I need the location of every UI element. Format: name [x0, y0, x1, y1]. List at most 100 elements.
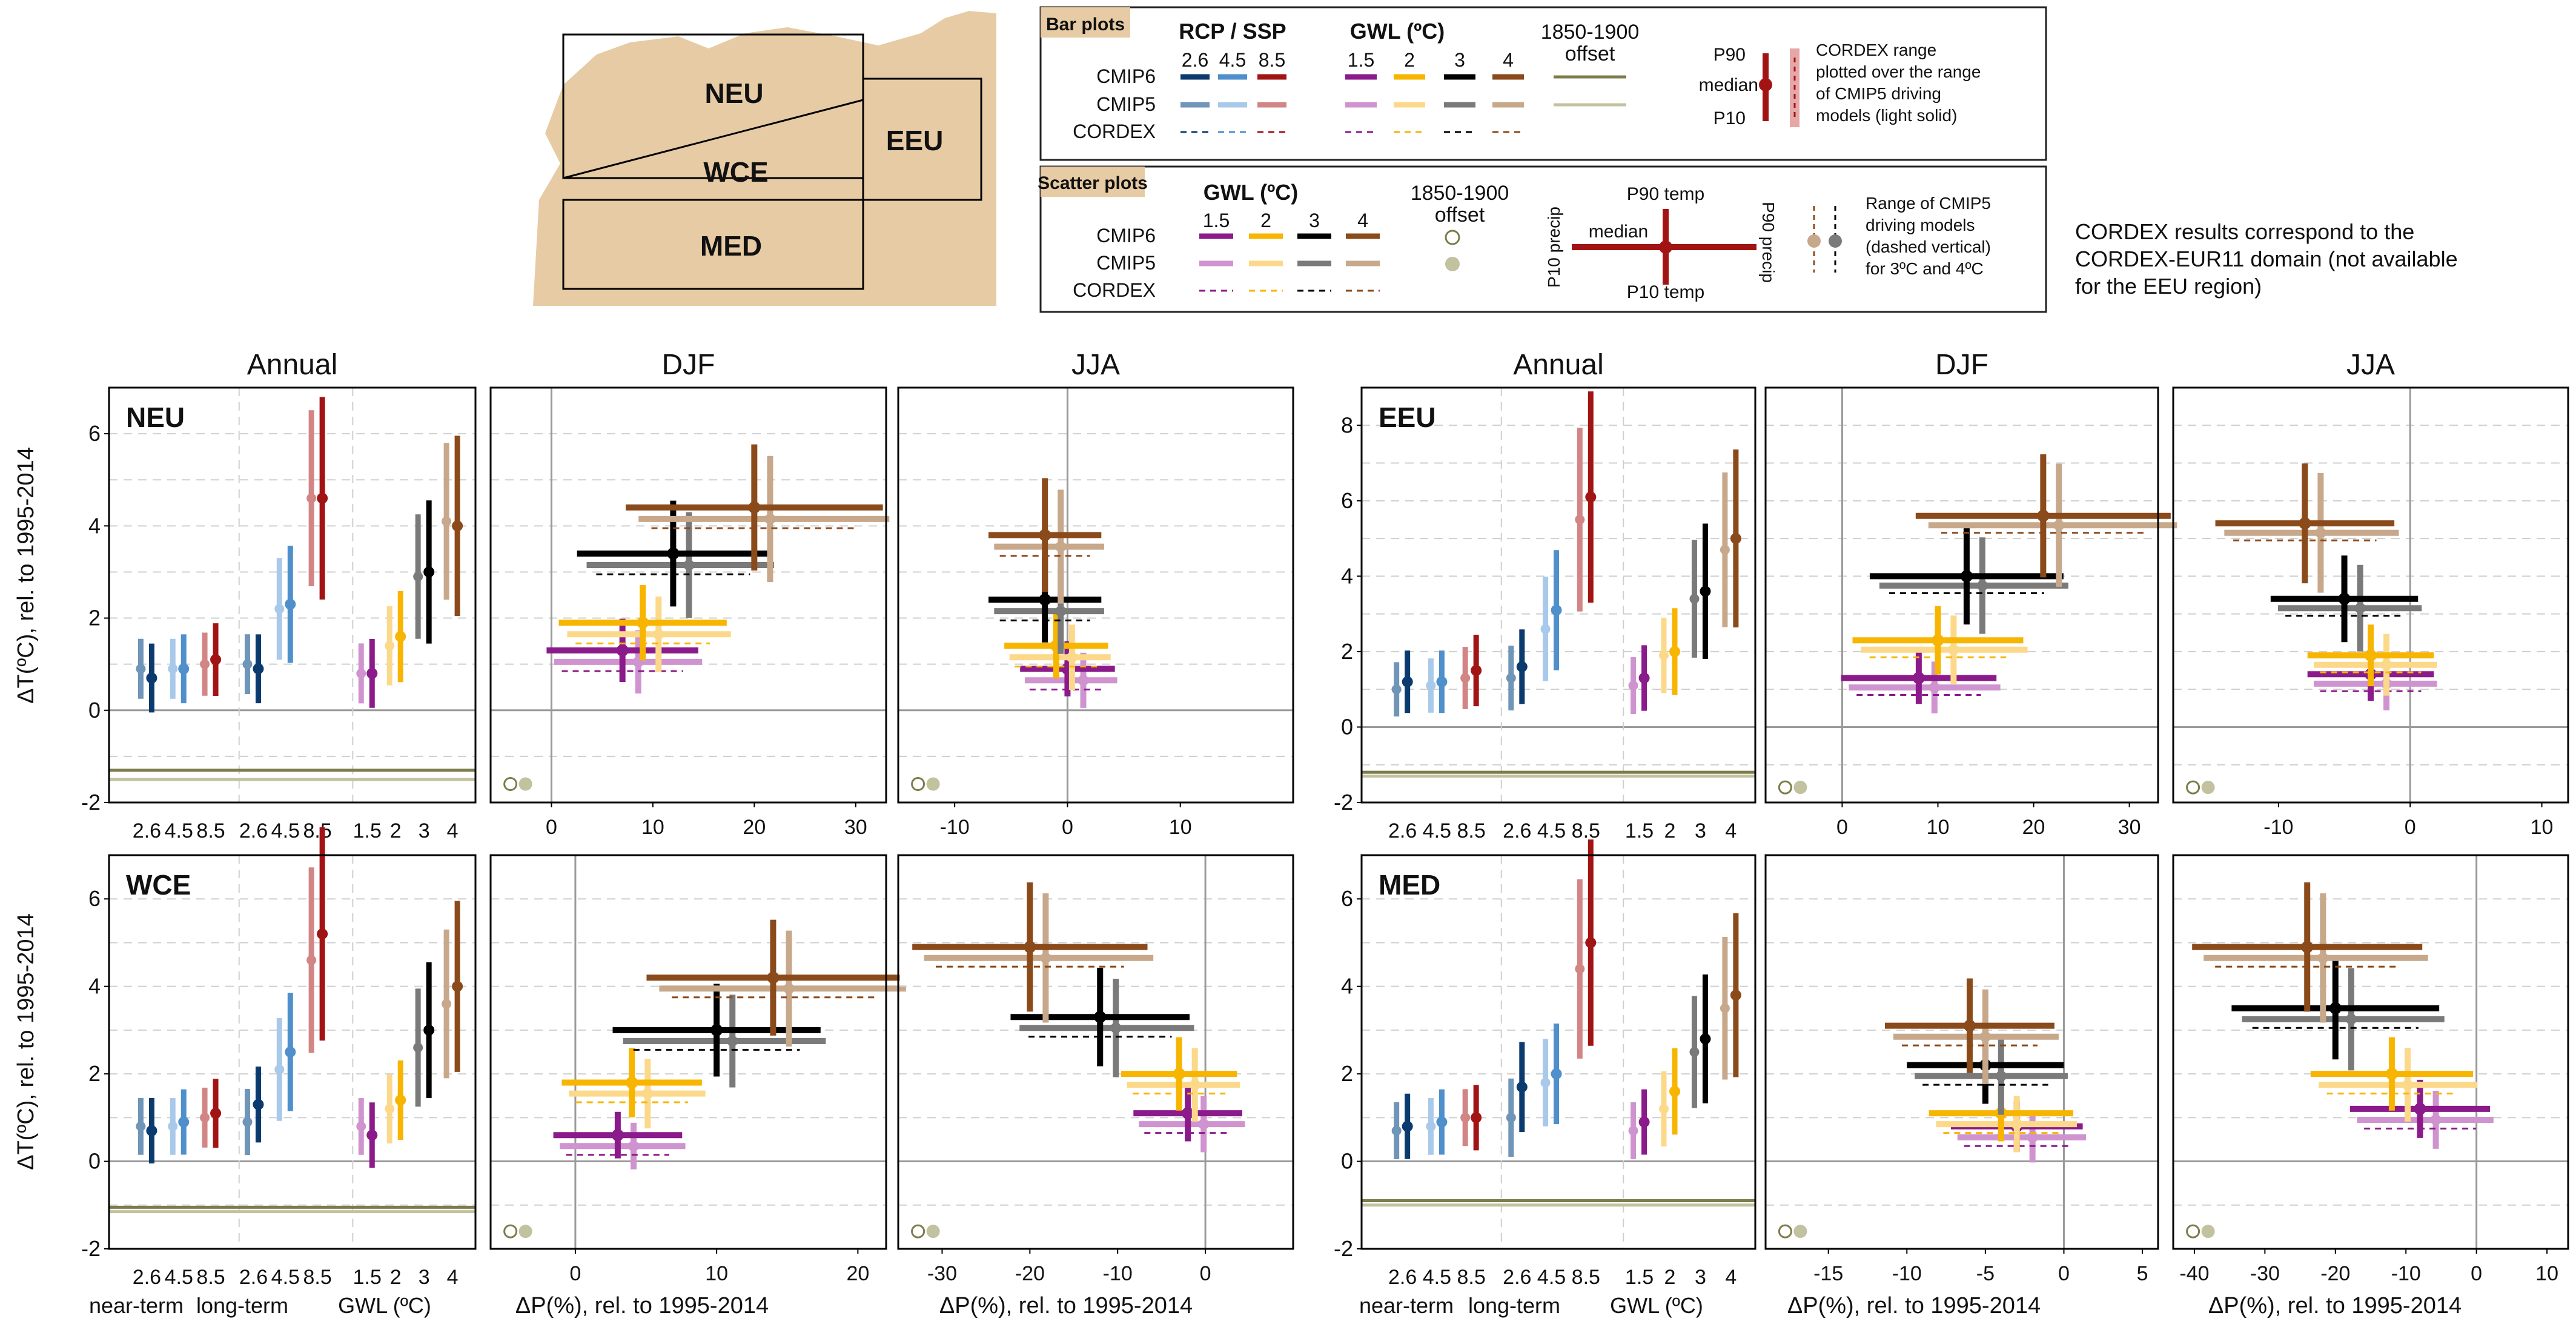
scatter-legend-frame	[1039, 165, 2047, 313]
median-cmip5	[1506, 673, 1516, 683]
scatter-legend-title: Scatter plots	[1038, 173, 1148, 193]
x-tick-label: 8.5	[1457, 1266, 1486, 1289]
median-cmip6	[1585, 491, 1597, 503]
cmip6-median	[2414, 1102, 2426, 1115]
cmip6-median	[2385, 1068, 2398, 1080]
x-tick-label: 10	[2531, 816, 2554, 839]
scatter-legend-note-2: driving models	[1866, 216, 1975, 234]
x-tick-label: -10	[2263, 816, 2293, 839]
median-cmip6	[1551, 1068, 1562, 1080]
region-label-neu: NEU	[704, 78, 763, 109]
y-tick-label: -2	[1334, 790, 1353, 815]
cmip5-median	[2011, 1119, 2022, 1130]
region-label: NEU	[126, 402, 185, 433]
cmip5-median	[1078, 675, 1089, 686]
x-tick-label: 2.6	[133, 819, 161, 842]
scatter-legend-p10temp: P10 temp	[1627, 282, 1704, 302]
xlabel-near-term-right: near-term	[1359, 1293, 1454, 1318]
cmip5-median	[683, 560, 695, 571]
x-tick-label: 4	[1725, 1266, 1737, 1289]
bar-legend-row-cordex: CORDEX	[1073, 121, 1156, 142]
scatter-legend-gwl-header: GWL (ºC)	[1204, 180, 1298, 205]
x-tick-label: -40	[2179, 1262, 2209, 1285]
cmip6-median	[1912, 672, 1925, 684]
scatter-legend-gwl-15: 1.5	[1203, 210, 1230, 231]
xlabel-precip-4: ΔP(%), rel. to 1995-2014	[2208, 1293, 2462, 1318]
bar-legend-gwl-4: 4	[1503, 49, 1514, 71]
cmip5-median	[2402, 1079, 2414, 1091]
y-axis-label-row2: ΔT(ºC), rel. to 1995-2014	[13, 913, 39, 1170]
column-title-4: DJF	[1935, 349, 1988, 381]
cmip5-median	[1055, 541, 1067, 552]
x-tick-label: 2.6	[239, 819, 268, 842]
bar-legend-gwl-2: 2	[1404, 49, 1415, 71]
cmip5-median	[2027, 1131, 2038, 1143]
cmip6-median	[611, 1129, 624, 1142]
cmip5-median	[764, 513, 776, 524]
panel-med-jja: -40 -30 -20 -10 0 10	[2172, 854, 2569, 1285]
x-tick-label: 2	[390, 819, 402, 842]
x-tick-label: 5	[2137, 1262, 2148, 1285]
scatter-legend-title-bg	[1041, 167, 1145, 197]
median-cmip6	[423, 566, 435, 578]
x-tick-label: 4	[1725, 819, 1737, 842]
median-cmip6	[395, 631, 406, 642]
bar-legend-row-cmip5: CMIP5	[1096, 93, 1156, 115]
y-tick-label: -2	[81, 1236, 101, 1261]
median-cmip5	[1628, 1126, 1638, 1136]
scatter-legend-p90temp: P90 temp	[1627, 184, 1704, 204]
cmip5-median	[2345, 1013, 2357, 1025]
median-cmip5	[442, 516, 452, 526]
x-tick-label: 2	[1664, 1266, 1676, 1289]
panel-frame	[1764, 386, 2159, 804]
column-title-1: DJF	[662, 349, 715, 381]
y-tick-label: 4	[88, 974, 101, 999]
offset-cmip6-dot	[503, 777, 518, 792]
cmip5-median	[2430, 1114, 2442, 1125]
panel-frame	[1360, 854, 1757, 1250]
scatter-legend-p90precip: P90 precip	[1759, 202, 1778, 283]
cmip5-median	[2315, 527, 2326, 538]
cmip5-median	[1198, 1119, 1210, 1130]
median-cmip5	[200, 659, 210, 669]
cmip6-median	[1932, 634, 1944, 647]
y-tick-label: 0	[1341, 1149, 1353, 1174]
x-tick-label: -10	[1892, 1262, 1922, 1285]
x-tick-label: 0	[2405, 816, 2416, 839]
bar-legend-p10: P10	[1713, 108, 1746, 128]
x-tick-label: 2	[1664, 819, 1676, 842]
x-tick-label: -10	[940, 816, 970, 839]
x-tick-label: 4.5	[165, 1266, 193, 1289]
x-tick-label: 8.5	[1457, 819, 1486, 842]
scatter-legend-offset-cmip6	[1445, 230, 1460, 245]
bar-legend-title-bg	[1041, 7, 1130, 38]
scatter-legend-offset-cmip5	[1445, 257, 1460, 271]
region-label-wce: WCE	[703, 156, 768, 188]
offset-cmip5-dot	[1793, 781, 1807, 795]
y-tick-label: 2	[1341, 1061, 1353, 1086]
x-tick-label: 0	[1836, 816, 1848, 839]
y-tick-label: 2	[1341, 639, 1353, 664]
cmip6-median	[2299, 517, 2311, 530]
cmip5-median	[1976, 580, 1988, 591]
x-tick-label: 2.6	[1503, 819, 1531, 842]
scatter-plots-legend: Scatter plots GWL (ºC) 1850-1900 offset …	[1038, 165, 2047, 313]
x-tick-label: 4.5	[1423, 819, 1451, 842]
cmip6-median	[1039, 529, 1051, 541]
cmip5-median	[783, 983, 795, 994]
median-cmip5	[1628, 680, 1638, 690]
region-label-eeu: EEU	[886, 125, 944, 156]
bar-legend-offset-line2: offset	[1565, 42, 1615, 65]
offset-cmip6-dot	[911, 1224, 925, 1239]
median-cmip6	[210, 1108, 222, 1119]
x-tick-label: 8.5	[196, 1266, 225, 1289]
x-tick-label: -10	[1103, 1262, 1133, 1285]
cmip5-median	[1040, 952, 1051, 964]
xlabel-precip-3: ΔP(%), rel. to 1995-2014	[1787, 1293, 2041, 1318]
xlabel-long-term-left: long-term	[196, 1293, 288, 1318]
median-cmip6	[285, 598, 296, 610]
panel-frame	[897, 386, 1294, 804]
